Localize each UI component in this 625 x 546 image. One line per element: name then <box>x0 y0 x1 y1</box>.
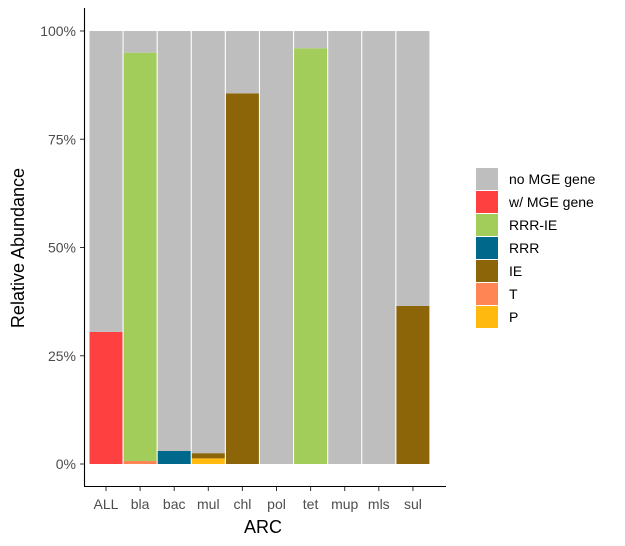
y-tick-label: 50% <box>48 240 76 256</box>
x-tick-label: mup <box>331 496 358 512</box>
y-axis-title: Relative Abundance <box>8 168 28 328</box>
y-tick-label: 0% <box>56 456 76 472</box>
legend-label: T <box>509 286 518 302</box>
legend-key <box>476 168 498 190</box>
legend-key <box>476 306 498 328</box>
bar-segment-bla-RRR-IE <box>123 52 157 461</box>
bar-segment-bla-T <box>123 460 157 464</box>
bar-segment-chl-IE <box>225 93 259 465</box>
y-tick-label: 25% <box>48 348 76 364</box>
bar-segment-mul-IE <box>191 453 225 459</box>
x-tick-label: ALL <box>94 496 119 512</box>
legend-label: IE <box>509 263 522 279</box>
bar-segment-tet-RRR-IE <box>294 48 328 464</box>
bar-segment-bac-no-MGE-gene <box>157 31 191 452</box>
legend-key <box>476 214 498 236</box>
y-ticks: 0% 25% 50% 75% 100% <box>40 23 84 472</box>
bar-segment-mul-no-MGE-gene <box>191 31 225 454</box>
x-tick-label: mul <box>197 496 220 512</box>
x-axis-title: ARC <box>244 517 282 537</box>
x-tick-label: mls <box>368 496 390 512</box>
bar-segment-chl-no-MGE-gene <box>225 31 259 94</box>
bar-segment-sul-IE <box>396 305 430 464</box>
x-tick-label: chl <box>233 496 251 512</box>
bar-segment-mup-no-MGE-gene <box>328 31 362 464</box>
bar-segment-mls-no-MGE-gene <box>362 31 396 464</box>
bar-segment-ALL-w-MGE-gene <box>89 331 123 464</box>
legend-label: no MGE gene <box>509 171 596 187</box>
legend-label: RRR <box>509 240 539 256</box>
bar-segment-ALL-no-MGE-gene <box>89 31 123 332</box>
bar-segment-sul-no-MGE-gene <box>396 31 430 306</box>
legend-key <box>476 191 498 213</box>
legend-key <box>476 283 498 305</box>
legend: no MGE gene w/ MGE gene RRR-IE RRR IE TP <box>476 168 596 328</box>
x-ticks: ALL bla bac mul chl pol tet mup mls sul <box>94 487 422 512</box>
x-tick-label: bla <box>131 496 150 512</box>
legend-label: P <box>509 309 518 325</box>
legend-label: RRR-IE <box>509 217 557 233</box>
legend-key <box>476 260 498 282</box>
x-tick-label: tet <box>303 496 319 512</box>
x-tick-label: sul <box>404 496 422 512</box>
bar-segment-tet-no-MGE-gene <box>294 31 328 49</box>
x-tick-label: pol <box>267 496 286 512</box>
y-tick-label: 100% <box>40 23 76 39</box>
y-tick-label: 75% <box>48 131 76 147</box>
bars-layer <box>89 31 430 465</box>
bar-segment-pol-no-MGE-gene <box>260 31 293 464</box>
legend-label: w/ MGE gene <box>508 194 594 210</box>
bar-segment-bac-RRR <box>157 451 191 464</box>
legend-key <box>476 237 498 259</box>
bar-segment-bla-no-MGE-gene <box>123 31 157 53</box>
x-tick-label: bac <box>163 496 186 512</box>
bar-segment-mul-P <box>191 458 225 464</box>
